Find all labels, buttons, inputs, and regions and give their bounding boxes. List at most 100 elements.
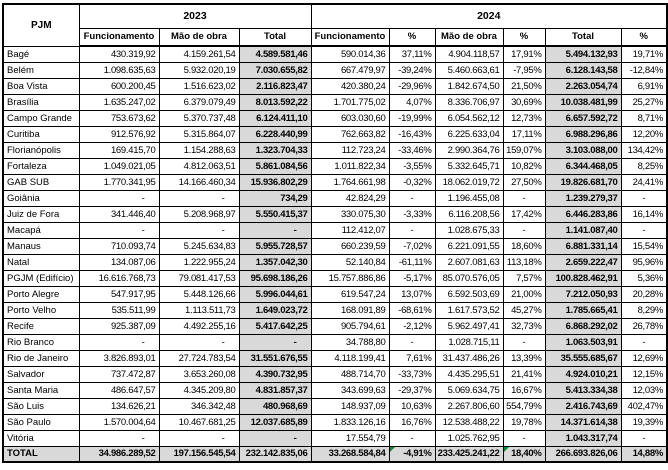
cell-total-2024[interactable]: 6.868.292,02 [544,317,622,335]
cell-total-2023[interactable]: 15.936.802,29 [238,173,312,191]
cell-funcionamento-2024[interactable]: 1.701.775,02 [310,93,390,111]
cell-pjm[interactable]: Santa Maria [2,381,80,399]
cell-pct-mao-de-obra-2024[interactable]: - [502,189,546,207]
cell-total-2024[interactable]: 6.657.592,72 [544,109,622,127]
cell-total-2024[interactable]: 2.263.054,74 [544,77,622,95]
cell-pjm[interactable]: Belém [2,61,80,79]
cell-mao-de-obra-2023[interactable]: 5.315.864,07 [158,125,240,143]
cell-pjm[interactable]: PGJM (Edifício) [2,269,80,287]
cell-funcionamento-2024[interactable]: 330.075,30 [310,205,390,223]
cell-mao-de-obra-2023[interactable]: 79.081.417,53 [158,269,240,287]
cell-pct-funcionamento-2024[interactable]: -5,17% [388,269,436,287]
cell-pct-funcionamento-2024[interactable]: - [388,429,436,447]
cell-total-2023[interactable]: 6.124.411,10 [238,109,312,127]
cell-total-2024[interactable]: 10.038.481,99 [544,93,622,111]
cell-mao-de-obra-2023[interactable]: 14.166.460,34 [158,173,240,191]
cell-pct-mao-de-obra-2024[interactable]: 7,57% [502,269,546,287]
cell-pct-mao-de-obra-2024[interactable]: 32,73% [502,317,546,335]
cell-funcionamento-2024[interactable]: 112.723,24 [310,141,390,159]
cell-mao-de-obra-2023[interactable]: 4.159.261,54 [158,45,240,63]
cell-funcionamento-2024[interactable]: 762.663,82 [310,125,390,143]
cell-pct-funcionamento-2024[interactable]: 7,61% [388,349,436,367]
cell-mao-de-obra-2024[interactable]: 31.437.486,26 [434,349,504,367]
cell-mao-de-obra-2024[interactable]: 5.332.645,71 [434,157,504,175]
cell-pjm[interactable]: Rio Branco [2,333,80,351]
cell-pct-funcionamento-2024[interactable]: -2,12% [388,317,436,335]
cell-mao-de-obra-2024[interactable]: 5.069.634,75 [434,381,504,399]
cell-mao-de-obra-2023[interactable]: 10.467.681,25 [158,413,240,431]
cell-funcionamento-2023[interactable]: 535.511,99 [78,301,160,319]
cell-mao-de-obra-2024[interactable]: 1.025.762,95 [434,429,504,447]
cell-total-2024[interactable]: 35.555.685,67 [544,349,622,367]
cell-total-2023[interactable]: 5.861.084,56 [238,157,312,175]
cell-total-2023[interactable]: 8.013.592,22 [238,93,312,111]
cell-funcionamento-2023[interactable]: - [78,221,160,239]
cell-mao-de-obra-2024[interactable]: 6.116.208,56 [434,205,504,223]
cell-pct-funcionamento-2024[interactable]: -19,99% [388,109,436,127]
cell-pct-funcionamento-2024[interactable]: -29,96% [388,77,436,95]
cell-total-2024[interactable]: 1.063.503,91 [544,333,622,351]
cell-mao-de-obra-2024[interactable]: 2.607.081,63 [434,253,504,271]
cell-funcionamento-2023[interactable]: - [78,429,160,447]
cell-pct-funcionamento-2024[interactable]: 13,07% [388,285,436,303]
cell-mao-de-obra-2024[interactable]: 4.435.295,51 [434,365,504,383]
header-total-2024[interactable]: Total [544,27,622,47]
cell-mao-de-obra-2024[interactable]: 18.062.019,72 [434,173,504,191]
cell-mao-de-obra-2024[interactable]: 233.425.241,22 [434,445,504,463]
cell-pct-total-2024[interactable]: 16,14% [620,205,668,223]
header-pct-total-2024[interactable]: % [620,27,668,47]
cell-total-2024[interactable]: 4.924.010,21 [544,365,622,383]
cell-pct-funcionamento-2024[interactable]: -33,46% [388,141,436,159]
cell-total-2023[interactable]: - [238,221,312,239]
cell-pct-funcionamento-2024[interactable]: -3,55% [388,157,436,175]
cell-pct-total-2024[interactable]: 6,91% [620,77,668,95]
cell-mao-de-obra-2024[interactable]: 5.460.663,61 [434,61,504,79]
cell-mao-de-obra-2024[interactable]: 6.054.562,12 [434,109,504,127]
cell-total-2023[interactable]: 6.228.440,99 [238,125,312,143]
cell-pct-mao-de-obra-2024[interactable]: 18,40% [502,445,546,463]
cell-funcionamento-2024[interactable]: 667.479,97 [310,61,390,79]
cell-pjm[interactable]: GAB SUB [2,173,80,191]
cell-pct-mao-de-obra-2024[interactable]: 27,50% [502,173,546,191]
cell-mao-de-obra-2023[interactable]: - [158,221,240,239]
cell-funcionamento-2023[interactable]: 486.647,57 [78,381,160,399]
cell-total-2023[interactable]: 1.649.023,72 [238,301,312,319]
cell-funcionamento-2024[interactable]: 905.794,61 [310,317,390,335]
cell-pjm[interactable]: Recife [2,317,80,335]
cell-pct-funcionamento-2024[interactable]: 4,07% [388,93,436,111]
cell-total-2023[interactable]: 5.955.728,57 [238,237,312,255]
cell-pct-mao-de-obra-2024[interactable]: 18,60% [502,237,546,255]
cell-pjm[interactable]: Brasília [2,93,80,111]
cell-mao-de-obra-2023[interactable]: 197.156.545,54 [158,445,240,463]
cell-total-2023[interactable]: - [238,429,312,447]
cell-funcionamento-2023[interactable]: - [78,333,160,351]
cell-pct-total-2024[interactable]: 5,36% [620,269,668,287]
cell-total-2023[interactable]: 4.589.581,46 [238,45,312,63]
cell-total-2024[interactable]: 266.693.826,06 [544,445,622,463]
cell-mao-de-obra-2024[interactable]: 1.196.455,08 [434,189,504,207]
cell-total-2024[interactable]: 6.128.143,58 [544,61,622,79]
cell-mao-de-obra-2024[interactable]: 6.592.503,69 [434,285,504,303]
cell-total-2023[interactable]: 232.142.835,06 [238,445,312,463]
cell-funcionamento-2024[interactable]: 343.699,63 [310,381,390,399]
cell-mao-de-obra-2024[interactable]: 6.225.633,04 [434,125,504,143]
header-funcionamento-2023[interactable]: Funcionamento [78,27,160,47]
cell-funcionamento-2023[interactable]: 16.616.768,73 [78,269,160,287]
cell-pjm[interactable]: Rio de Janeiro [2,349,80,367]
header-pct-mao-de-obra-2024[interactable]: % [502,27,546,47]
cell-pct-funcionamento-2024[interactable]: -0,32% [388,173,436,191]
cell-mao-de-obra-2024[interactable]: 6.221.091,55 [434,237,504,255]
cell-pct-mao-de-obra-2024[interactable]: 12,73% [502,109,546,127]
cell-mao-de-obra-2023[interactable]: 5.932.020,19 [158,61,240,79]
cell-pct-total-2024[interactable]: 15,54% [620,237,668,255]
cell-total-2024[interactable]: 5.494.132,93 [544,45,622,63]
cell-pct-total-2024[interactable]: 26,78% [620,317,668,335]
cell-pjm[interactable]: Salvador [2,365,80,383]
cell-pct-mao-de-obra-2024[interactable]: 159,07% [502,141,546,159]
cell-pct-mao-de-obra-2024[interactable]: 17,11% [502,125,546,143]
cell-total-2024[interactable]: 19.826.681,70 [544,173,622,191]
cell-pct-funcionamento-2024[interactable]: - [388,221,436,239]
cell-total-2024[interactable]: 6.881.331,14 [544,237,622,255]
cell-mao-de-obra-2023[interactable]: - [158,333,240,351]
cell-funcionamento-2024[interactable]: 660.239,59 [310,237,390,255]
